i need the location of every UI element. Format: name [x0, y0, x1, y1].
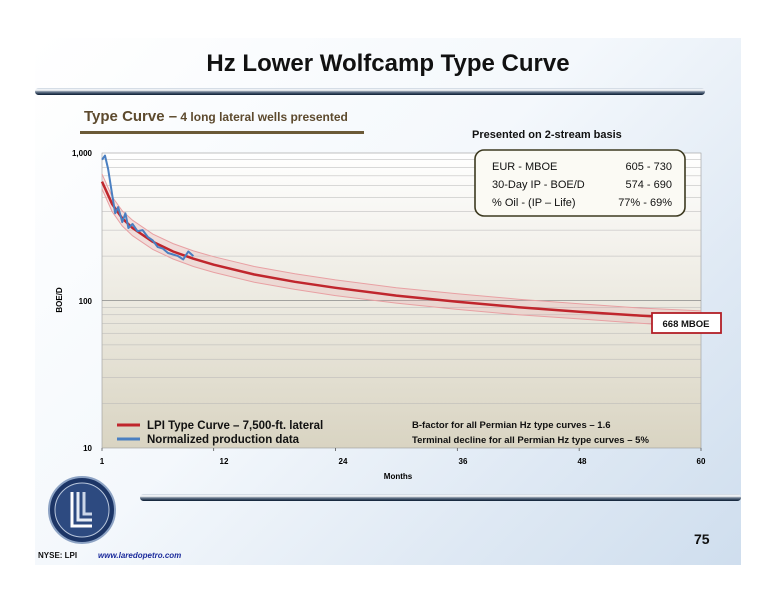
top-pipe-divider: [35, 88, 705, 95]
series-lines: [100, 154, 702, 321]
legend-label-type-curve: LPI Type Curve – 7,500-ft. lateral: [147, 420, 323, 432]
x-tick-label: 24: [339, 457, 348, 466]
eur-callout-box: [651, 312, 722, 334]
page-number: 75: [694, 531, 710, 547]
type-curve-line: [100, 181, 702, 321]
subtitle-detail: 4 long lateral wells presented: [177, 110, 348, 124]
eur-callout-label: 668 MBOE: [663, 319, 710, 330]
subtitle-underline: [80, 131, 364, 134]
y-tick-label: 1,000: [72, 149, 93, 158]
x-tick-label: 48: [578, 457, 587, 466]
bottom-pipe-divider: [140, 494, 741, 501]
legend-label-production: Normalized production data: [147, 434, 300, 446]
presented-note: Presented on 2-stream basis: [472, 129, 622, 141]
summary-value: 77% - 69%: [618, 197, 672, 209]
terminal-decline-note: Terminal decline for all Permian Hz type…: [412, 435, 649, 446]
summary-value: 605 - 730: [626, 161, 672, 173]
y-axis-label: BOE/D: [55, 287, 64, 313]
x-tick-label: 36: [459, 457, 468, 466]
y-tick-label: 10: [83, 444, 92, 453]
summary-label: % Oil - (IP – Life): [492, 197, 576, 209]
production-data-line: [101, 154, 195, 261]
x-tick-label: 60: [697, 457, 706, 466]
subtitle-main: Type Curve –: [84, 108, 178, 125]
y-tick-label: 100: [79, 297, 93, 306]
band-upper-line: [101, 173, 702, 312]
company-url[interactable]: www.laredopetro.com: [98, 551, 182, 560]
band-lower-line: [101, 188, 702, 328]
x-tick-label: 1: [100, 457, 105, 466]
summary-box: [474, 149, 686, 217]
summary-label: EUR - MBOE: [492, 161, 557, 173]
ticker-symbol: NYSE: LPI: [38, 551, 78, 560]
slide-title: Hz Lower Wolfcamp Type Curve: [206, 50, 570, 77]
x-axis-label: Months: [384, 472, 413, 481]
summary-value: 574 - 690: [626, 179, 672, 191]
company-logo: [48, 476, 116, 544]
x-tick-label: 12: [220, 457, 229, 466]
b-factor-note: B-factor for all Permian Hz type curves …: [412, 420, 611, 431]
chart-subtitle: Type Curve – 4 long lateral wells presen…: [84, 108, 348, 125]
summary-label: 30-Day IP - BOE/D: [492, 179, 585, 191]
